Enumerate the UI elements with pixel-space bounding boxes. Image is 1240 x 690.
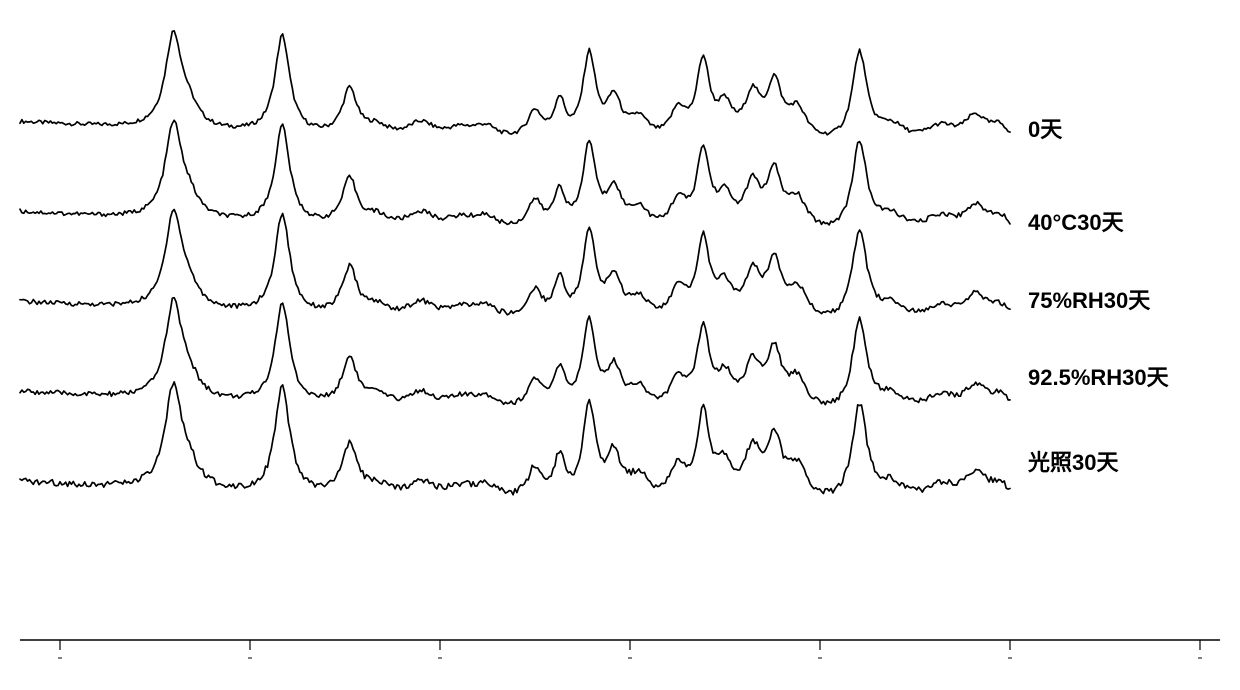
- series-line-2: [20, 210, 1010, 315]
- series-line-1: [20, 120, 1010, 225]
- xrd-stack-chart: 0天 40°C30天 75%RH30天 92.5%RH30天光照30天: [0, 0, 1240, 690]
- series-label-1: 40°C30天: [1028, 205, 1124, 237]
- series-label-2: 75%RH30天: [1028, 283, 1150, 315]
- series-line-3: [20, 298, 1010, 405]
- series-line-0: [20, 31, 1010, 135]
- chart-svg: [0, 0, 1240, 690]
- series-label-3: 92.5%RH30天: [1028, 360, 1169, 392]
- series-label-4: 光照30天: [1028, 445, 1118, 477]
- series-label-0: 0天: [1028, 112, 1062, 144]
- series-line-4: [20, 382, 1010, 495]
